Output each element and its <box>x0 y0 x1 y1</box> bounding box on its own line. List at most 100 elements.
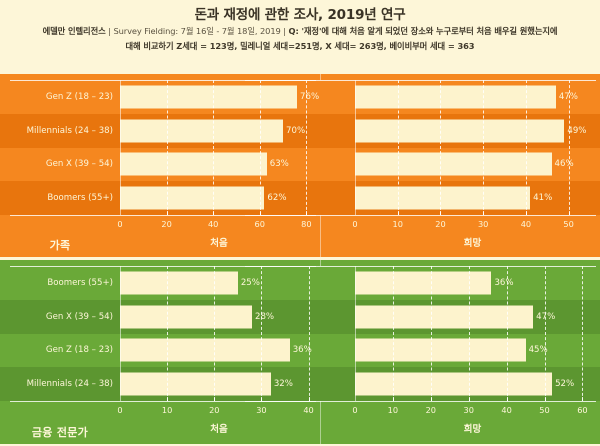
bar <box>120 85 298 109</box>
chart-row: 47% <box>320 299 600 334</box>
category-label: Millennials (24 – 38) <box>26 379 113 390</box>
bar <box>355 152 552 176</box>
bar-value-label: 36% <box>292 345 312 356</box>
bar-area: 46% <box>355 148 600 182</box>
axis-tick-label: 20 <box>161 219 172 229</box>
bar-value-label: 25% <box>240 277 260 288</box>
axis-tick-label: 30 <box>463 405 474 415</box>
subchart-right: 36% 47% 45% 52% 0 10 20 30 40 50 60 희망 <box>245 266 600 446</box>
bar <box>355 85 556 109</box>
bar-area: 28% <box>118 300 320 334</box>
subtitle-separator-2: | <box>283 26 286 36</box>
bar-value-label: 32% <box>273 379 293 390</box>
axis-line-bottom <box>10 215 316 216</box>
bar <box>120 271 238 295</box>
axis-tick <box>306 211 308 215</box>
subtitle-sample-sizes: 대해 비교하기 Z세대 = 123명, 밀레니얼 세대=251명, X 세대= … <box>125 41 475 51</box>
axis-tick-label: 20 <box>209 405 220 415</box>
subtitle-line-2: 대해 비교하기 Z세대 = 123명, 밀레니얼 세대=251명, X 세대= … <box>0 38 600 53</box>
axis-tick <box>468 397 470 401</box>
axis-tick <box>213 211 215 215</box>
axis-tick-label: 50 <box>539 405 550 415</box>
chart-row: 47% <box>320 80 600 114</box>
axis-line-top <box>245 266 596 267</box>
bar-area: 32% <box>118 367 320 401</box>
chart-panel-financial-professional: 금융 전문가 Boomers (55+) 25% Gen X (39 – 54) 28… <box>0 257 600 444</box>
subchart-right: 47% 49% 46% 41% 0 10 20 30 40 50 희망 <box>245 80 600 263</box>
bar-value-label: 49% <box>567 125 587 136</box>
chart-row: 36% <box>320 266 600 300</box>
bar <box>355 338 526 362</box>
bar-area: 45% <box>355 334 600 368</box>
axis-tick <box>259 211 261 215</box>
bar-area: 76% <box>118 80 320 114</box>
axis-tick <box>483 211 485 215</box>
axis-title: 희망 <box>463 238 482 249</box>
bar-area: 36% <box>355 266 600 300</box>
subtitle-source: 에델만 인텔리전스 <box>42 26 106 36</box>
axis-tick-label: 60 <box>577 405 588 415</box>
x-axis: 0 10 20 30 40 처음 <box>0 397 320 435</box>
bar-value-label: 76% <box>300 91 320 102</box>
bar-area: 49% <box>355 114 600 148</box>
x-axis: 0 10 20 30 40 50 희망 <box>320 211 600 249</box>
bar <box>355 119 565 143</box>
category-label: Gen X (39 – 54) <box>45 311 113 322</box>
axis-tick-label: 40 <box>303 405 314 415</box>
bar <box>120 186 265 210</box>
x-axis: 0 10 20 30 40 50 60 희망 <box>320 397 600 435</box>
axis-tick <box>308 397 310 401</box>
category-label: Gen Z (18 – 23) <box>45 91 113 102</box>
subtitle-question: Q: '재정'에 대해 처음 알게 되었던 장소와 누구로부터 처음 배우길 원… <box>288 26 558 36</box>
subchart-left: Boomers (55+) 25% Gen X (39 – 54) 28% Gen Z … <box>0 266 320 446</box>
axis-tick <box>568 211 570 215</box>
axis-tick <box>525 211 527 215</box>
bar <box>120 372 271 396</box>
axis-tick <box>582 397 584 401</box>
axis-tick-label: 20 <box>435 219 446 229</box>
bar-area: 41% <box>355 181 600 215</box>
bar-value-label: 52% <box>555 379 575 390</box>
category-label: Millennials (24 – 38) <box>26 125 113 136</box>
chart-row: Gen Z (18 – 23) 76% <box>0 80 320 114</box>
chart-row: Boomers (55+) 25% <box>0 266 320 300</box>
axis-tick <box>544 397 546 401</box>
chart-row: 41% <box>320 181 600 215</box>
bar-value-label: 28% <box>255 311 275 322</box>
axis-tick <box>430 397 432 401</box>
axis-tick <box>166 211 168 215</box>
x-axis: 0 20 40 60 80 처음 <box>0 211 320 249</box>
chart-row: 45% <box>320 333 600 368</box>
bar-area: 62% <box>118 181 320 215</box>
axis-line-top <box>10 266 316 267</box>
chart-row: 52% <box>320 367 600 401</box>
axis-tick-label: 10 <box>161 405 173 415</box>
axis-tick <box>506 397 508 401</box>
axis-line-bottom <box>10 401 316 402</box>
bar-value-label: 36% <box>494 277 514 288</box>
chart-row: Millennials (24 – 38) 70% <box>0 113 320 148</box>
bar <box>355 271 492 295</box>
axis-tick-label: 30 <box>256 405 267 415</box>
category-label: Gen Z (18 – 23) <box>45 345 113 356</box>
axis-tick <box>397 211 399 215</box>
subtitle-line-1: 에델만 인텔리전스 | Survey Fielding: 7월 16일 - 7월… <box>0 23 600 38</box>
group-label-financial-professional: 금융 전문가 <box>31 426 89 439</box>
bar <box>120 338 290 362</box>
chart-row: Gen X (39 – 54) 28% <box>0 299 320 334</box>
axis-line-bottom <box>245 401 596 402</box>
bar-area: 63% <box>118 148 320 182</box>
bar-value-label: 47% <box>558 91 578 102</box>
axis-line-top <box>245 80 596 81</box>
axis-tick-label: 40 <box>501 405 512 415</box>
axis-tick <box>392 397 394 401</box>
subchart-left: Gen Z (18 – 23) 76% Millennials (24 – 38) 7… <box>0 80 320 263</box>
bar <box>355 305 534 329</box>
bar-area: 47% <box>355 300 600 334</box>
group-label-family: 가족 <box>49 239 71 252</box>
bar-value-label: 45% <box>528 345 548 356</box>
bar-value-label: 47% <box>536 311 556 322</box>
axis-tick-label: 0 <box>117 219 123 229</box>
axis-line-top <box>10 80 316 81</box>
